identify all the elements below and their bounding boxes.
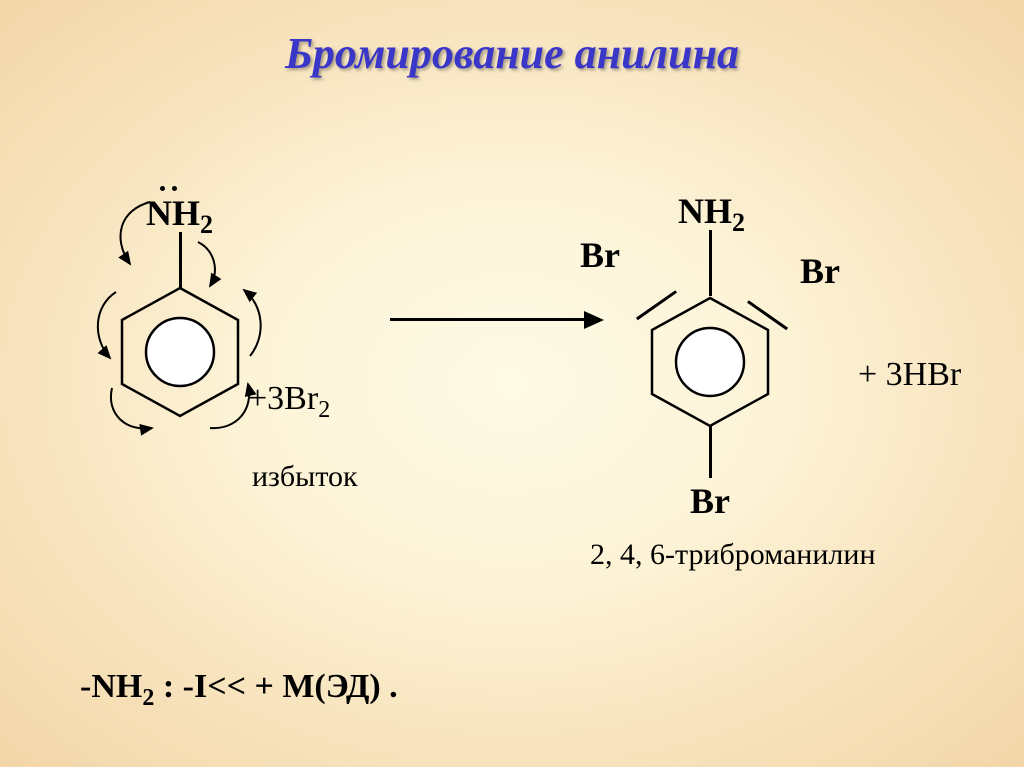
reagent-label: +3Br2 (248, 380, 330, 424)
lone-pair-dot (172, 186, 177, 191)
bond-n-ring (179, 232, 182, 288)
reaction-arrow-head-icon (584, 311, 604, 329)
product-name: 2, 4, 6-триброманилин (590, 538, 876, 572)
br-ortho-left: Br (580, 234, 620, 276)
reaction-arrow (390, 318, 586, 321)
bond-n-ring-product (709, 230, 712, 296)
byproduct-label: + 3HBr (858, 356, 961, 394)
product-nh2-label: NH2 (678, 190, 745, 238)
lone-pair-dot (160, 186, 165, 191)
bond-br-para (709, 426, 712, 478)
br-ortho-right: Br (800, 250, 840, 292)
reagent-note: избыток (252, 460, 358, 494)
title-text: Бромирование анилина (285, 29, 739, 78)
benzene-ring-icon (110, 282, 250, 422)
page-title: Бромирование анилина (0, 28, 1024, 79)
electronic-effects-note: -NH2 : -I<< + M(ЭД) . (80, 668, 398, 712)
benzene-ring-icon (640, 292, 780, 432)
br-para: Br (690, 480, 730, 522)
